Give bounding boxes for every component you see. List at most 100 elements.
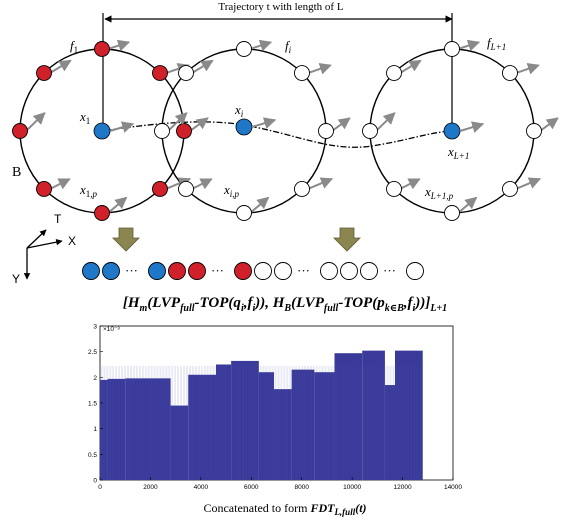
bar-segment <box>215 364 232 480</box>
center-label-xi: xi <box>234 102 244 119</box>
feature-point-white-arrow <box>191 59 214 74</box>
sequence-dot-white <box>360 262 378 280</box>
sequence-dot-red <box>188 262 206 280</box>
sequence-dot-blue <box>148 262 166 280</box>
feature-points-circle-i <box>154 39 351 221</box>
feature-point-red-arrow <box>49 178 71 190</box>
feature-point-red-arrow <box>25 112 46 132</box>
feature-point-red-arrow <box>107 196 128 214</box>
feature-point-white-arrow <box>457 196 478 214</box>
feature-point-white-arrow <box>307 177 334 190</box>
feature-point-white <box>502 65 518 81</box>
y-tick-label: 0.5 <box>88 452 97 459</box>
feature-point-white-arrow <box>515 63 540 75</box>
sequence-dot-white <box>274 262 292 280</box>
center-point-xL1 <box>443 122 461 140</box>
feature-point-red <box>36 181 52 197</box>
frame-label-f1: f1 <box>70 38 78 55</box>
feature-point-white-arrow <box>191 178 213 190</box>
sequence-dot-blue <box>82 262 100 280</box>
x-tick-label: 10000 <box>343 484 361 491</box>
x-tick-label: 0 <box>98 484 102 491</box>
chart-y-ticks: 0 0.5 1 1.5 2 2.5 3 <box>88 324 103 485</box>
feature-point-white <box>318 123 334 139</box>
x-tick-label: 6000 <box>244 484 259 491</box>
feature-point-white <box>444 41 460 57</box>
chart-caption: Concatenated to form FDTL,full(t) <box>203 501 366 517</box>
bar-segment <box>107 378 126 480</box>
bar-segment <box>170 405 189 480</box>
y-tick-label: 2 <box>93 375 97 382</box>
chart-x-ticks: 0 2000 4000 6000 8000 10000 12000 14000 <box>98 477 462 491</box>
feature-point-white-arrow <box>399 178 421 190</box>
sequence-dot-white <box>320 262 338 280</box>
feature-point-red <box>36 65 52 81</box>
feature-histogram-chart: 0 2000 4000 6000 8000 10000 12000 14000 0 0.5 1 1.… <box>88 324 462 492</box>
bar-segment <box>125 378 171 480</box>
feature-point-white-arrow <box>375 112 396 132</box>
sequence-dot-blue <box>102 262 120 280</box>
feature-point-white-arrow <box>539 117 559 132</box>
x-tick-label: 4000 <box>194 484 209 491</box>
x-tick-label: 2000 <box>143 484 158 491</box>
feature-point-white <box>294 65 310 81</box>
down-arrow-right <box>333 227 361 252</box>
sequence-dot-red <box>168 262 186 280</box>
bar-segment <box>362 350 385 480</box>
y-tick-label: 1 <box>93 426 97 433</box>
center-point-xi <box>235 118 253 136</box>
feature-point-red-arrow <box>189 117 209 132</box>
bar-segment <box>334 353 363 480</box>
feature-point-white-arrow <box>167 112 188 132</box>
feature-points-circle-L1 <box>362 39 559 221</box>
feature-point-white <box>178 65 194 81</box>
feature-point-white-arrow <box>399 59 422 74</box>
sequence-dot-white <box>340 262 358 280</box>
center-point-x1 <box>93 122 111 140</box>
sequence-ellipsis: ··· <box>125 263 138 278</box>
bar-segment <box>100 379 108 480</box>
feature-sequence: ··· ··· ··· ··· <box>82 262 424 280</box>
frame-label-fi: fi <box>285 38 292 55</box>
feature-point-white <box>294 181 310 197</box>
feature-point-white-arrow <box>515 177 542 190</box>
feature-point-white-arrow <box>307 63 332 75</box>
axis-label-t: T <box>54 212 62 226</box>
feature-point-white <box>526 123 542 139</box>
feature-point-white <box>444 205 460 221</box>
axis-label-x: X <box>68 234 76 248</box>
sequence-dot-white <box>254 262 272 280</box>
region-label-B: B <box>12 165 21 180</box>
trajectory-curve <box>101 121 453 148</box>
feature-point-red <box>94 205 110 221</box>
center-label-xL1: xL+1 <box>447 144 469 161</box>
chart-y-exponent: ×10⁻³ <box>103 326 120 333</box>
axis-label-y: Y <box>12 272 20 286</box>
feature-point-white <box>236 205 252 221</box>
point-label-xip: xi,p <box>223 182 240 199</box>
bar-segment <box>395 350 423 480</box>
bar-segment <box>231 360 259 480</box>
feature-point-white <box>502 181 518 197</box>
feature-point-white-arrow <box>249 39 273 52</box>
feature-point-red-arrow <box>165 177 192 190</box>
feature-point-white <box>178 181 194 197</box>
feature-point-white <box>386 65 402 81</box>
y-tick-label: 3 <box>93 324 97 331</box>
feature-point-white-arrow <box>457 39 481 52</box>
feature-point-red <box>152 65 168 81</box>
down-arrow-left <box>112 227 140 252</box>
feature-point-red <box>94 41 110 57</box>
x-tick-label: 8000 <box>294 484 309 491</box>
bar-segment <box>188 374 216 480</box>
feature-points-circle-1 <box>12 39 209 221</box>
bar-segment <box>273 389 292 480</box>
y-tick-label: 0 <box>93 478 97 485</box>
bar-segment <box>384 385 396 480</box>
feature-point-red-arrow <box>49 59 72 74</box>
frame-label-fL1: fL+1 <box>487 35 506 52</box>
feature-point-white <box>154 123 170 139</box>
sequence-dot-white <box>406 262 424 280</box>
sequence-ellipsis: ··· <box>297 263 310 278</box>
